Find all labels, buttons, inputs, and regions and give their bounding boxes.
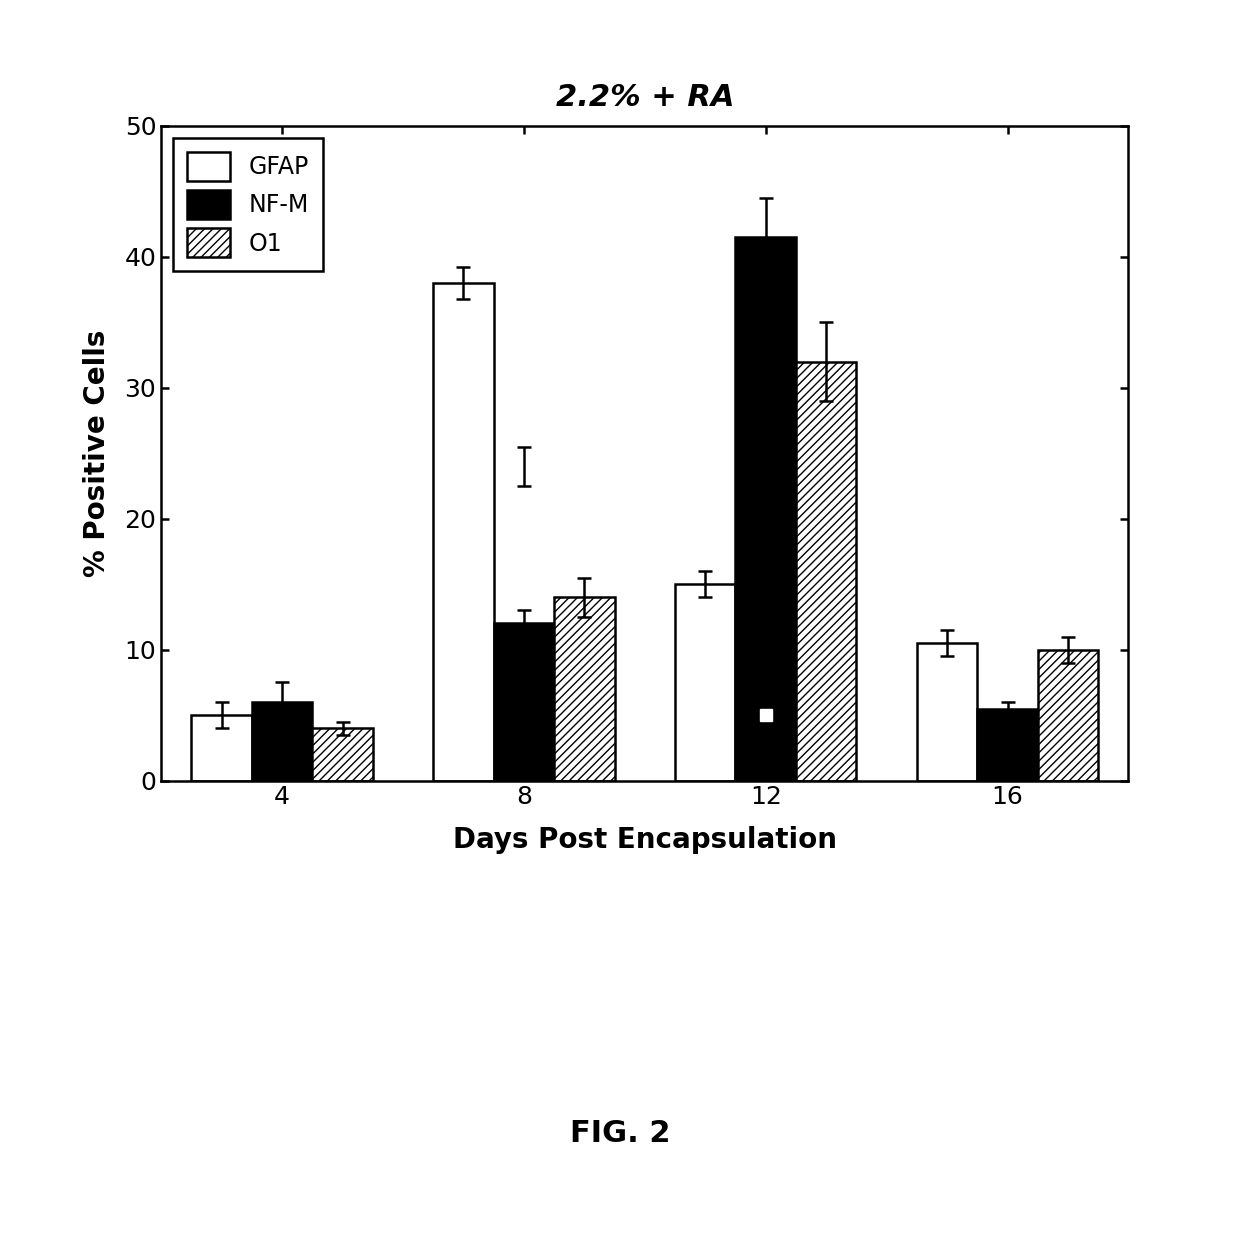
Bar [252,703,312,781]
Bar [312,728,373,781]
Bar [1038,650,1099,781]
Text: FIG. 2: FIG. 2 [569,1118,671,1148]
Bar [191,715,252,781]
Bar [735,237,796,781]
Bar [977,709,1038,781]
Bar [554,597,615,781]
Bar [433,283,494,781]
Bar [494,623,554,781]
Bar [916,643,977,781]
X-axis label: Days Post Encapsulation: Days Post Encapsulation [453,826,837,854]
Bar [675,584,735,781]
Bar [796,361,857,781]
Y-axis label: % Positive Cells: % Positive Cells [83,330,110,577]
Legend: GFAP, NF-M, O1: GFAP, NF-M, O1 [174,137,322,272]
Title: 2.2% + RA: 2.2% + RA [556,83,734,112]
